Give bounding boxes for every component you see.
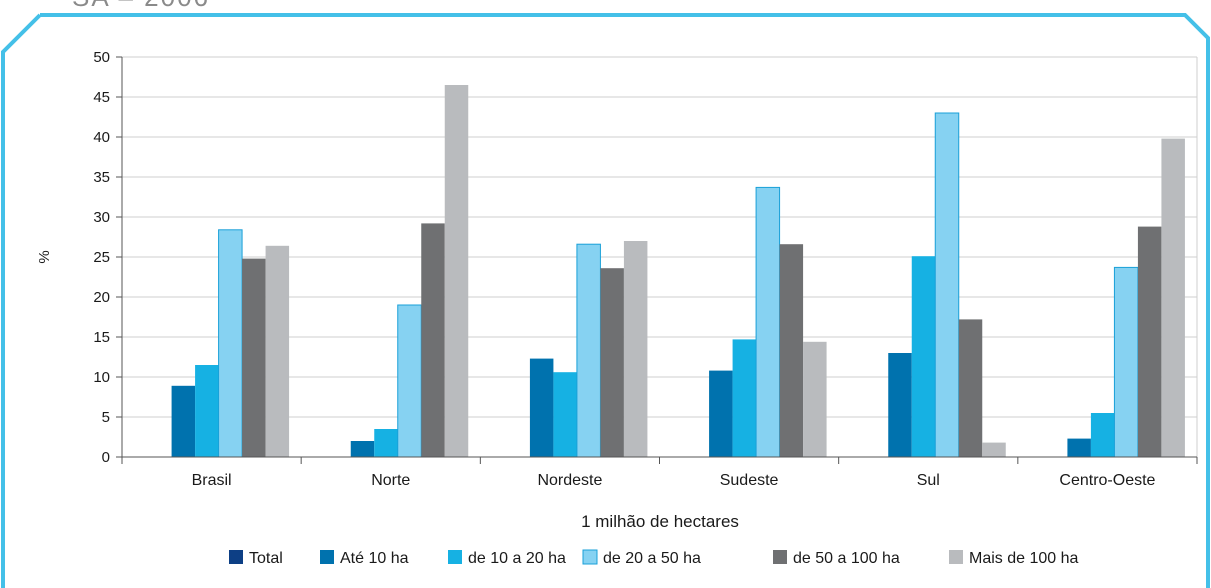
y-tick-label: 50: [93, 49, 110, 66]
x-tick-label: Nordeste: [537, 472, 602, 489]
chart-frame: [1, 13, 1210, 588]
bar: [1161, 138, 1185, 457]
legend-label: de 50 a 100 ha: [793, 550, 900, 567]
bar: [374, 429, 398, 457]
y-tick-label: 5: [102, 409, 110, 426]
legend-label: de 20 a 50 ha: [603, 550, 701, 567]
bar: [1067, 438, 1091, 457]
legend-label: de 10 a 20 ha: [468, 550, 566, 567]
x-tick-label: Brasil: [192, 472, 232, 489]
legend-swatch: [582, 549, 598, 565]
bar: [242, 258, 266, 457]
bar: [1113, 266, 1139, 458]
bar: [934, 112, 960, 458]
y-tick-label: 45: [93, 89, 110, 106]
bar: [350, 441, 375, 457]
bars: [171, 85, 1185, 458]
bar: [1137, 226, 1162, 457]
bar: [982, 442, 1006, 457]
y-tick-label: 0: [102, 449, 110, 466]
y-tick-label: 30: [93, 209, 110, 226]
legend: Total Até 10 ha de 10 a 20 ha de 20 a 50 ha…: [229, 549, 1079, 567]
y-tick-label: 40: [93, 129, 110, 146]
x-tick-label: Sudeste: [720, 472, 779, 489]
legend-label: Até 10 ha: [340, 550, 409, 567]
bar: [600, 268, 624, 457]
bar: [195, 365, 219, 457]
bar: [623, 241, 648, 457]
legend-swatch: [773, 550, 787, 564]
bar: [755, 186, 781, 458]
legend-swatch: [229, 550, 243, 564]
y-tick-label: 25: [93, 249, 110, 266]
bar: [888, 353, 912, 457]
legend-swatch: [320, 550, 334, 564]
bar: [803, 341, 827, 457]
bar: [444, 85, 469, 457]
partial-header-text: SA – 2006: [72, 0, 210, 13]
bar: [171, 385, 196, 457]
x-tick-label: Centro-Oeste: [1059, 472, 1155, 489]
axes: 0 5 10 15 20 25 30 35 40 45 50 Brasil Norte Nordeste S…: [93, 49, 1198, 489]
grid-lines: [122, 56, 1198, 457]
bar: [553, 372, 577, 457]
bar: [911, 256, 936, 457]
bar: [779, 244, 804, 457]
legend-label: Total: [249, 550, 283, 567]
bar: [265, 245, 290, 457]
x-tick-label: Sul: [917, 472, 940, 489]
legend-swatch: [448, 550, 462, 564]
y-tick-label: 10: [93, 369, 110, 386]
bar: [709, 370, 733, 457]
bar: [1090, 413, 1115, 457]
x-tick-label: Norte: [371, 472, 410, 489]
bar: [397, 304, 422, 458]
y-axis-label: %: [36, 250, 53, 263]
y-tick-label: 15: [93, 329, 110, 346]
x-axis-subtitle: 1 milhão de hectares: [581, 512, 739, 531]
bar: [732, 339, 757, 457]
legend-swatch: [949, 550, 963, 564]
bar: [218, 229, 243, 458]
bar: [576, 243, 601, 458]
bar: [958, 319, 983, 457]
bar: [529, 358, 554, 457]
y-tick-label: 20: [93, 289, 110, 306]
bar: [421, 223, 445, 457]
y-tick-label: 35: [93, 169, 110, 186]
legend-label: Mais de 100 ha: [969, 550, 1079, 567]
